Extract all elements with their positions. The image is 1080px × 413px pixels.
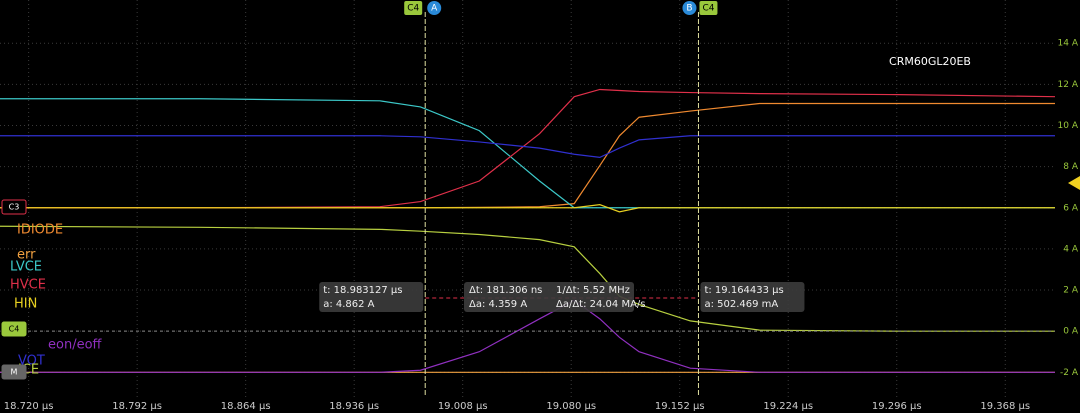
- x-tick-label: 19.296 µs: [872, 401, 922, 412]
- x-tick-label: 19.224 µs: [763, 401, 813, 412]
- readout-text: a: 502.469 mA: [704, 299, 778, 310]
- legend-label: HVCE: [10, 278, 46, 293]
- cursor-label: B: [686, 4, 692, 14]
- y-tick-label: 14 A: [1058, 39, 1079, 49]
- delta-text: Δa/Δt: 24.04 MA/s: [556, 299, 646, 310]
- legend-label: LVCE: [10, 260, 42, 275]
- trigger-arrow: [1068, 176, 1080, 190]
- cursor-channel: C4: [407, 4, 419, 14]
- y-tick-label: 0 A: [1063, 327, 1079, 337]
- cursor-tag: [682, 1, 697, 15]
- x-tick-label: 19.080 µs: [546, 401, 596, 412]
- legend-label: eon/eoff: [48, 338, 103, 353]
- y-tick-label: -2 A: [1060, 368, 1079, 378]
- channel-marker: [1, 199, 27, 215]
- x-tick-label: 18.720 µs: [4, 401, 54, 412]
- cursor-tag: [404, 1, 423, 15]
- trace: [0, 88, 1056, 209]
- channel-marker-label: C3: [9, 203, 20, 212]
- trace: [0, 225, 1055, 332]
- readout-text: t: 18.983127 µs: [323, 285, 402, 296]
- trace: [0, 98, 1055, 209]
- channel-marker: [1, 364, 27, 380]
- cursor-label: A: [431, 4, 438, 14]
- channel-marker: [1, 321, 27, 337]
- delta-text: Δt: 181.306 ns: [469, 285, 542, 296]
- cursor-tag: [699, 1, 718, 15]
- x-tick-label: 18.864 µs: [221, 401, 271, 412]
- y-tick-label: 10 A: [1058, 121, 1079, 131]
- channel-marker-label: M: [11, 368, 18, 377]
- delta-text: 1/Δt: 5.52 MHz: [556, 285, 630, 296]
- x-tick-label: 19.008 µs: [438, 401, 488, 412]
- delta-text: Δa: 4.359 A: [469, 299, 527, 310]
- x-tick-label: 18.936 µs: [329, 401, 379, 412]
- readout-text: t: 19.164433 µs: [704, 285, 783, 296]
- legend-label: HIN: [14, 297, 37, 312]
- trace: [0, 204, 1055, 213]
- y-tick-label: 6 A: [1063, 203, 1079, 213]
- delta-box: [464, 282, 634, 312]
- x-tick-label: 19.368 µs: [980, 401, 1030, 412]
- readout-box: [700, 282, 805, 312]
- y-tick-label: 2 A: [1063, 286, 1079, 296]
- x-tick-label: 18.792 µs: [112, 401, 162, 412]
- cursor-tag: [427, 1, 442, 15]
- y-tick-label: 8 A: [1063, 162, 1079, 172]
- y-tick-label: 12 A: [1058, 80, 1079, 90]
- trace: [0, 135, 1055, 158]
- channel-marker-label: C4: [9, 325, 20, 334]
- x-tick-label: 19.152 µs: [655, 401, 705, 412]
- legend-label: err: [17, 248, 36, 263]
- cursor-channel: C4: [702, 4, 714, 14]
- y-tick-label: 4 A: [1063, 244, 1079, 254]
- readout-box: [319, 282, 424, 312]
- readout-text: a: 4.862 A: [323, 299, 374, 310]
- legend-label: IDIODE: [17, 223, 63, 238]
- chart-title: CRM60GL20EB: [889, 55, 971, 68]
